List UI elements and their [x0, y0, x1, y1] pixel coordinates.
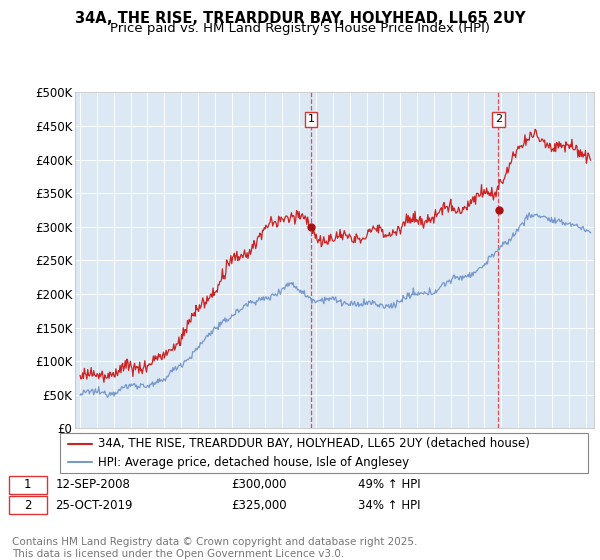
Text: 34A, THE RISE, TREARDDUR BAY, HOLYHEAD, LL65 2UY (detached house): 34A, THE RISE, TREARDDUR BAY, HOLYHEAD, … [98, 437, 530, 450]
FancyBboxPatch shape [9, 496, 47, 514]
Text: 2: 2 [24, 499, 32, 512]
Text: Contains HM Land Registry data © Crown copyright and database right 2025.
This d: Contains HM Land Registry data © Crown c… [12, 537, 418, 559]
FancyBboxPatch shape [9, 476, 47, 494]
Text: £325,000: £325,000 [231, 499, 287, 512]
Text: Price paid vs. HM Land Registry's House Price Index (HPI): Price paid vs. HM Land Registry's House … [110, 22, 490, 35]
Text: £300,000: £300,000 [231, 478, 286, 492]
Text: HPI: Average price, detached house, Isle of Anglesey: HPI: Average price, detached house, Isle… [98, 456, 409, 469]
Text: 12-SEP-2008: 12-SEP-2008 [55, 478, 130, 492]
Text: 49% ↑ HPI: 49% ↑ HPI [358, 478, 420, 492]
Text: 1: 1 [24, 478, 32, 492]
Text: 2: 2 [495, 114, 502, 124]
Text: 1: 1 [307, 114, 314, 124]
Text: 25-OCT-2019: 25-OCT-2019 [55, 499, 133, 512]
Text: 34% ↑ HPI: 34% ↑ HPI [358, 499, 420, 512]
Text: 34A, THE RISE, TREARDDUR BAY, HOLYHEAD, LL65 2UY: 34A, THE RISE, TREARDDUR BAY, HOLYHEAD, … [75, 11, 525, 26]
